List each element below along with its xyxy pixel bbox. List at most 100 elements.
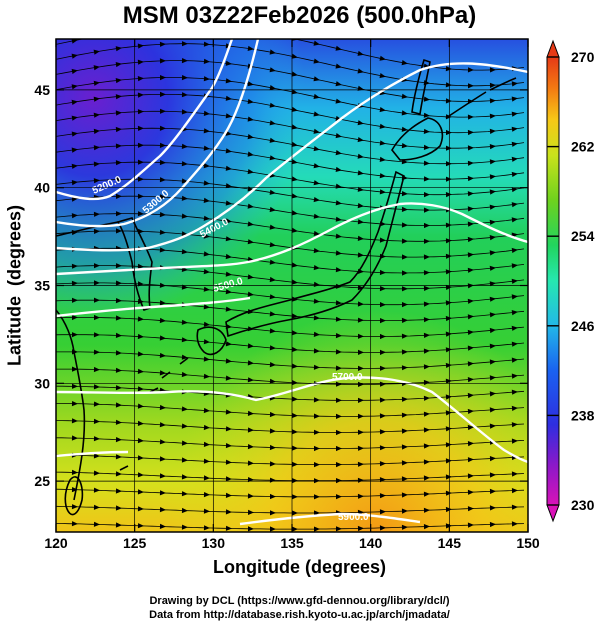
streamline-arrow: [358, 413, 364, 419]
streamline-arrow: [357, 477, 364, 483]
streamline-arrow: [137, 368, 144, 374]
streamline-arrow: [379, 156, 386, 162]
streamline-arrow: [401, 206, 408, 212]
streamline-arrow: [445, 331, 452, 337]
streamline-arrow: [203, 58, 210, 64]
streamline-arrow: [71, 196, 78, 202]
streamline-arrow: [115, 160, 122, 166]
colorbar-label-262: 262: [571, 139, 595, 155]
streamline-arrow: [313, 230, 320, 236]
streamline-arrow: [467, 424, 474, 431]
streamline-arrow: [313, 298, 320, 304]
streamline-arrow: [489, 281, 496, 287]
streamline-arrow: [269, 362, 276, 368]
streamline-arrow: [137, 506, 144, 512]
streamline-arrow: [445, 315, 452, 322]
streamline-arrow: [115, 62, 122, 68]
streamline-arrow: [401, 444, 408, 450]
streamline-arrow: [93, 211, 100, 217]
streamline-arrow: [423, 395, 430, 401]
streamline-arrow: [445, 362, 452, 368]
streamline-arrow: [445, 506, 452, 513]
streamline-arrow: [137, 59, 144, 65]
streamline-arrow: [93, 366, 100, 373]
streamline-arrow: [181, 371, 188, 378]
x-tick-label-120: 120: [44, 535, 68, 551]
streamline-arrow: [335, 63, 342, 69]
streamline-arrow: [423, 379, 430, 386]
colorbar-ticks: 270 262 254 246 238 230: [547, 49, 595, 513]
streamline-arrow: [203, 110, 210, 116]
streamline-arrow: [445, 98, 452, 104]
streamline-arrow: [269, 224, 276, 230]
colorbar-body: [546, 56, 560, 506]
streamline-arrow: [291, 396, 298, 402]
streamline-arrow: [489, 219, 496, 225]
streamline-arrow: [72, 383, 78, 389]
streamline-arrow: [511, 341, 518, 347]
streamline-arrow: [93, 112, 100, 118]
streamline-arrow: [357, 170, 364, 176]
streamline-arrow: [225, 236, 232, 242]
streamline-arrow: [248, 28, 254, 33]
streamline-arrow: [71, 487, 78, 493]
streamline-arrow: [423, 285, 430, 291]
colorbar-label-246: 246: [571, 318, 595, 334]
streamline-arrow: [291, 346, 298, 353]
coastline-sakhalin: [411, 58, 431, 115]
streamline-arrow: [335, 250, 342, 256]
streamline-arrow: [511, 373, 518, 379]
coastline-china-coast: [56, 221, 119, 501]
streamline-arrow: [203, 304, 210, 310]
streamline-arrow: [291, 313, 298, 319]
streamline-arrow: [511, 126, 518, 132]
streamline-arrow: [203, 269, 210, 275]
streamline-arrow: [204, 25, 210, 30]
colorbar-top-triangle: [546, 39, 560, 58]
streamline-arrow: [401, 110, 408, 116]
streamline-arrow: [269, 328, 276, 334]
streamline-arrow: [467, 345, 474, 351]
streamline-arrow: [159, 212, 166, 218]
streamline-arrow: [489, 472, 496, 478]
streamline-arrow: [467, 267, 474, 273]
streamline-arrow: [511, 96, 518, 102]
streamline: [56, 161, 525, 196]
streamline-arrow: [335, 365, 342, 371]
streamline-arrow: [357, 317, 364, 323]
streamline-arrow: [336, 445, 342, 452]
streamline-arrow: [269, 137, 276, 143]
streamline-arrow: [357, 203, 364, 209]
streamline-arrow: [336, 478, 342, 484]
streamline-arrow: [137, 489, 144, 495]
streamline-arrow: [181, 195, 188, 201]
streamline-arrow: [335, 200, 342, 206]
streamline-arrow: [181, 491, 188, 497]
streamline-arrow: [335, 45, 342, 51]
streamline-arrow: [291, 71, 298, 77]
x-tick-label-140: 140: [359, 535, 383, 551]
streamline-arrow: [115, 522, 122, 528]
streamline-arrow: [138, 142, 144, 148]
streamline-arrow: [511, 504, 518, 510]
streamline-arrow: [225, 95, 232, 101]
streamline-arrow: [423, 317, 430, 323]
streamline-arrow: [93, 65, 100, 71]
streamline-arrow: [291, 412, 298, 419]
streamline-arrow: [225, 459, 232, 465]
streamline-arrow: [445, 442, 452, 448]
streamline-arrow: [445, 490, 452, 496]
coastlines: [56, 58, 517, 516]
streamline-arrow: [137, 316, 144, 322]
streamline-arrow: [71, 280, 78, 286]
streamline-arrow: [159, 159, 166, 166]
streamline-arrow: [71, 213, 78, 219]
streamline-arrow: [489, 174, 496, 180]
streamline-arrow: [313, 348, 320, 354]
streamline-arrow: [467, 114, 474, 120]
streamline-arrow: [269, 276, 276, 283]
streamline-arrow: [93, 418, 100, 424]
streamline-arrow: [182, 24, 188, 29]
streamline-arrow: [489, 235, 496, 241]
contour-label-5700: 5700.0: [332, 372, 363, 383]
